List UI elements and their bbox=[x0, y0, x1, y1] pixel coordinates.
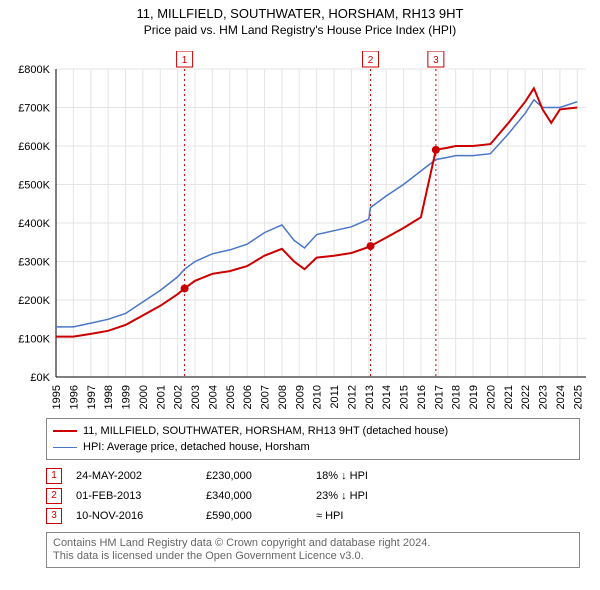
sale-date: 24-MAY-2002 bbox=[76, 470, 206, 482]
sale-diff: 18% ↓ HPI bbox=[316, 470, 426, 482]
x-tick-label: 2002 bbox=[173, 385, 185, 409]
marker-badge-num: 3 bbox=[433, 55, 439, 66]
sale-row: 2 01-FEB-2013£340,00023% ↓ HPI bbox=[46, 486, 580, 506]
x-tick-label: 2023 bbox=[538, 385, 550, 409]
y-tick-label: £0K bbox=[30, 372, 50, 384]
x-tick-label: 2007 bbox=[260, 385, 272, 409]
x-tick-label: 2016 bbox=[416, 385, 428, 409]
x-tick-label: 2013 bbox=[364, 385, 376, 409]
x-tick-label: 1996 bbox=[68, 385, 80, 409]
sale-badge: 1 bbox=[46, 468, 62, 484]
x-tick-label: 2019 bbox=[468, 385, 480, 409]
sale-diff: 23% ↓ HPI bbox=[316, 490, 426, 502]
x-tick-label: 2020 bbox=[485, 385, 497, 409]
x-tick-label: 2000 bbox=[138, 385, 150, 409]
x-tick-label: 2004 bbox=[207, 385, 219, 409]
marker-badge-num: 1 bbox=[182, 55, 188, 66]
x-tick-label: 2003 bbox=[190, 385, 202, 409]
y-tick-label: £500K bbox=[18, 180, 50, 192]
x-tick-label: 2017 bbox=[433, 385, 445, 409]
y-tick-label: £600K bbox=[18, 141, 50, 153]
legend-swatch bbox=[53, 447, 77, 448]
y-tick-label: £700K bbox=[18, 103, 50, 115]
x-tick-label: 1998 bbox=[103, 385, 115, 409]
x-tick-label: 2011 bbox=[329, 385, 341, 409]
x-tick-label: 2018 bbox=[451, 385, 463, 409]
legend-label: HPI: Average price, detached house, Hors… bbox=[83, 439, 310, 455]
sale-badge: 2 bbox=[46, 488, 62, 504]
y-tick-label: £400K bbox=[18, 218, 50, 230]
sale-price: £230,000 bbox=[206, 470, 316, 482]
footer-box: Contains HM Land Registry data © Crown c… bbox=[46, 532, 580, 568]
footer-line2: This data is licensed under the Open Gov… bbox=[53, 550, 573, 563]
marker-badge-num: 2 bbox=[368, 55, 374, 66]
x-tick-label: 2012 bbox=[346, 385, 358, 409]
sale-price: £340,000 bbox=[206, 490, 316, 502]
y-tick-label: £300K bbox=[18, 257, 50, 269]
x-tick-label: 2024 bbox=[555, 385, 567, 409]
x-tick-label: 2008 bbox=[277, 385, 289, 409]
sale-date: 10-NOV-2016 bbox=[76, 510, 206, 522]
legend-swatch bbox=[53, 430, 77, 432]
sale-row: 3 10-NOV-2016£590,000≈ HPI bbox=[46, 506, 580, 526]
legend-row: 11, MILLFIELD, SOUTHWATER, HORSHAM, RH13… bbox=[53, 423, 573, 439]
x-tick-label: 2015 bbox=[399, 385, 411, 409]
sale-row: 1 24-MAY-2002£230,00018% ↓ HPI bbox=[46, 466, 580, 486]
x-tick-label: 2014 bbox=[381, 385, 393, 409]
x-tick-label: 2022 bbox=[520, 385, 532, 409]
title-sub: Price paid vs. HM Land Registry's House … bbox=[0, 23, 600, 37]
title-main: 11, MILLFIELD, SOUTHWATER, HORSHAM, RH13… bbox=[0, 6, 600, 21]
legend-box: 11, MILLFIELD, SOUTHWATER, HORSHAM, RH13… bbox=[46, 418, 580, 460]
chart-area: £0K £100K £200K £300K £400K £500K £600K £700K £8… bbox=[10, 51, 590, 414]
y-tick-label: £100K bbox=[18, 334, 50, 346]
sales-table: 1 24-MAY-2002£230,00018% ↓ HPI 2 01-FEB-201… bbox=[46, 466, 580, 526]
legend-label: 11, MILLFIELD, SOUTHWATER, HORSHAM, RH13… bbox=[83, 423, 448, 439]
legend-row: HPI: Average price, detached house, Hors… bbox=[53, 439, 573, 455]
x-tick-label: 2025 bbox=[572, 385, 584, 409]
x-tick-label: 1995 bbox=[51, 385, 63, 409]
y-tick-label: £800K bbox=[18, 64, 50, 76]
x-tick-label: 2009 bbox=[294, 385, 306, 409]
sale-badge: 3 bbox=[46, 508, 62, 524]
x-tick-label: 2006 bbox=[242, 385, 254, 409]
sale-price: £590,000 bbox=[206, 510, 316, 522]
x-tick-label: 2005 bbox=[225, 385, 237, 409]
x-tick-label: 2010 bbox=[312, 385, 324, 409]
sale-date: 01-FEB-2013 bbox=[76, 490, 206, 502]
footer-line1: Contains HM Land Registry data © Crown c… bbox=[53, 537, 573, 550]
x-tick-label: 2021 bbox=[503, 385, 515, 409]
x-tick-label: 1999 bbox=[121, 385, 133, 409]
y-tick-label: £200K bbox=[18, 295, 50, 307]
x-tick-label: 1997 bbox=[86, 385, 98, 409]
sale-diff: ≈ HPI bbox=[316, 510, 426, 522]
chart-svg: £0K £100K £200K £300K £400K £500K £600K £700K £8… bbox=[10, 51, 590, 411]
x-tick-label: 2001 bbox=[155, 385, 167, 409]
